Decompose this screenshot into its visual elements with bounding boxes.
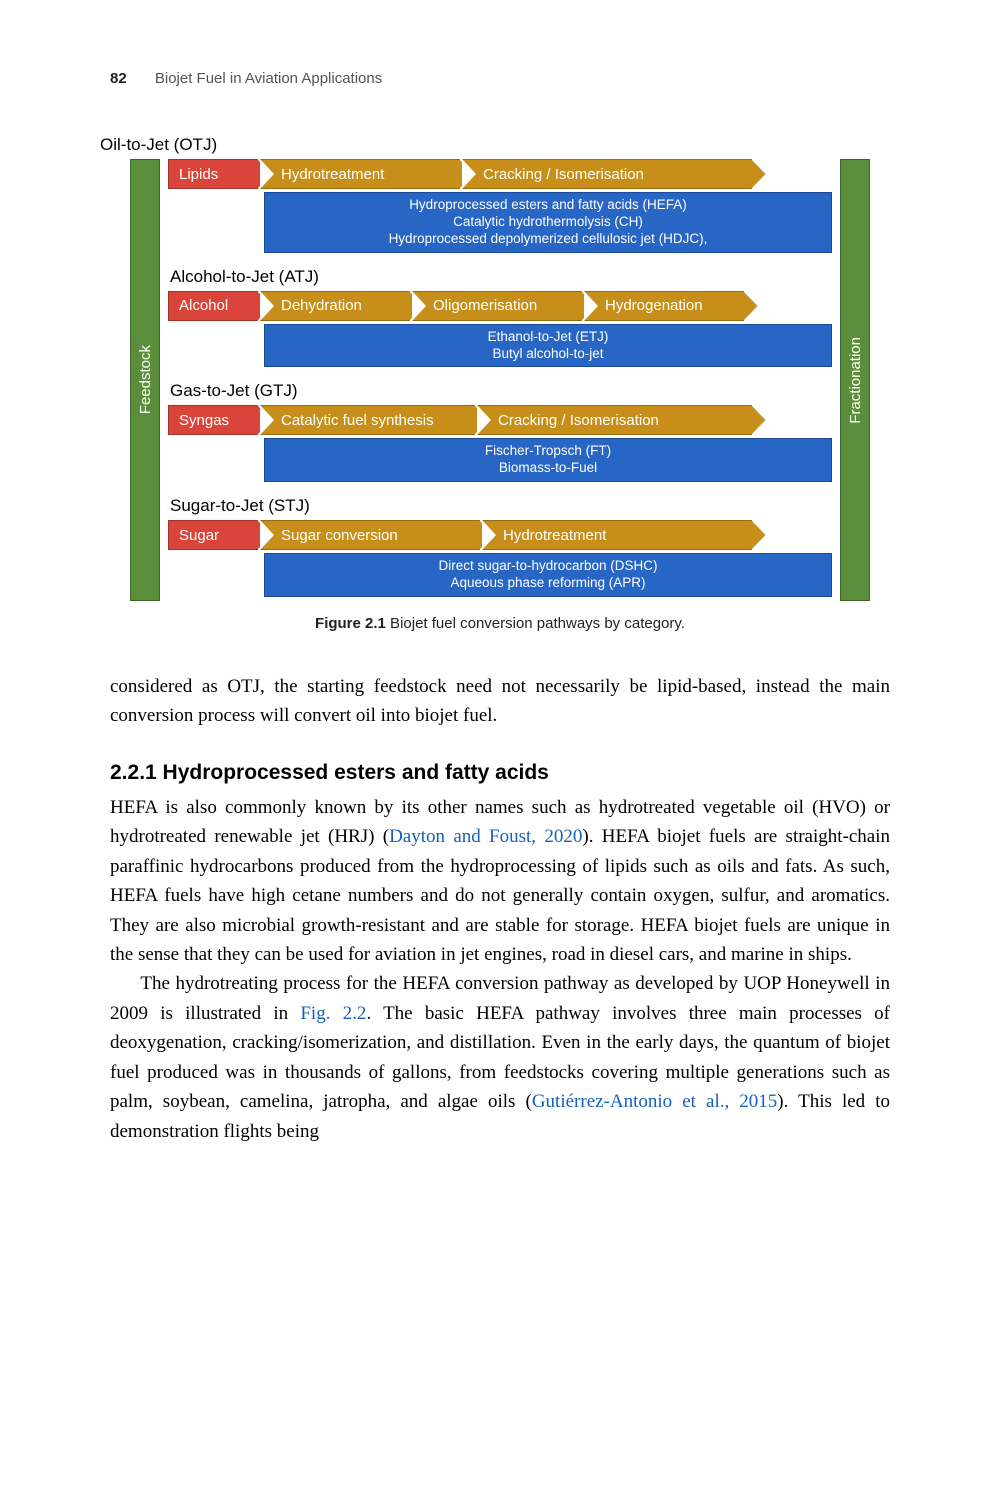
paragraph: The hydrotreating process for the HEFA c…: [110, 969, 890, 1146]
process-arrow: Hydrogenation: [584, 291, 744, 321]
fractionation-bar: Fractionation: [840, 159, 870, 601]
page-number: 82: [110, 70, 127, 87]
pathway-stj: Sugar-to-Jet (STJ) Sugar Sugar conversio…: [168, 496, 832, 597]
pathway-title: Sugar-to-Jet (STJ): [170, 496, 832, 516]
paragraph: considered as OTJ, the starting feedstoc…: [110, 672, 890, 731]
pathway-desc: Fischer-Tropsch (FT) Biomass-to-Fuel: [264, 438, 832, 482]
process-arrow: Cracking / Isomerisation: [462, 159, 752, 189]
feed-arrow: Sugar: [168, 520, 258, 550]
pathway-desc: Direct sugar-to-hydrocarbon (DSHC) Aqueo…: [264, 553, 832, 597]
pathway-desc: Ethanol-to-Jet (ETJ) Butyl alcohol-to-je…: [264, 324, 832, 368]
section-heading: 2.2.1 Hydroprocessed esters and fatty ac…: [110, 761, 890, 785]
feed-arrow: Syngas: [168, 405, 258, 435]
process-arrow: Hydrotreatment: [260, 159, 460, 189]
pathway-otj: Lipids Hydrotreatment Cracking / Isomeri…: [168, 159, 832, 253]
citation-link[interactable]: Dayton and Foust, 2020: [389, 826, 582, 847]
figure-ref-link[interactable]: Fig. 2.2: [300, 1003, 366, 1024]
figure-diagram: Oil-to-Jet (OTJ) Feedstock Lipids Hydrot…: [130, 135, 870, 601]
pathway-title: Gas-to-Jet (GTJ): [170, 381, 832, 401]
process-arrow: Sugar conversion: [260, 520, 480, 550]
citation-link[interactable]: Gutiérrez-Antonio et al., 2015: [532, 1091, 777, 1112]
pathway-atj: Alcohol-to-Jet (ATJ) Alcohol Dehydration…: [168, 267, 832, 368]
running-header: 82 Biojet Fuel in Aviation Applications: [110, 70, 890, 87]
pathway-title: Alcohol-to-Jet (ATJ): [170, 267, 832, 287]
process-arrow: Dehydration: [260, 291, 410, 321]
process-arrow: Oligomerisation: [412, 291, 582, 321]
process-arrow: Catalytic fuel synthesis: [260, 405, 475, 435]
process-arrow: Hydrotreatment: [482, 520, 752, 550]
figure-caption: Figure 2.1 Biojet fuel conversion pathwa…: [110, 615, 890, 632]
pathway-title: Oil-to-Jet (OTJ): [100, 135, 870, 155]
feed-arrow: Alcohol: [168, 291, 258, 321]
pathway-gtj: Gas-to-Jet (GTJ) Syngas Catalytic fuel s…: [168, 381, 832, 482]
paragraph: HEFA is also commonly known by its other…: [110, 793, 890, 970]
body-text: considered as OTJ, the starting feedstoc…: [110, 672, 890, 1146]
feed-arrow: Lipids: [168, 159, 258, 189]
feedstock-bar: Feedstock: [130, 159, 160, 601]
running-title: Biojet Fuel in Aviation Applications: [155, 70, 382, 87]
pathway-desc: Hydroprocessed esters and fatty acids (H…: [264, 192, 832, 253]
process-arrow: Cracking / Isomerisation: [477, 405, 752, 435]
